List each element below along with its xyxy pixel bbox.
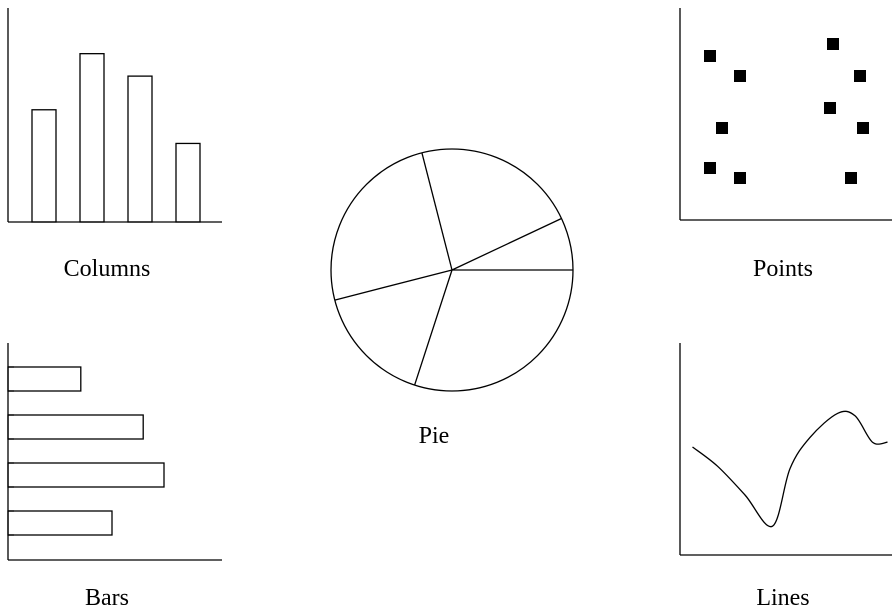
pie-slice-divider-5 xyxy=(413,269,453,386)
points-marker-10 xyxy=(845,172,857,184)
points-marker-8 xyxy=(704,162,716,174)
lines-caption: Lines xyxy=(756,585,809,611)
columns-bar-4 xyxy=(175,142,201,223)
points-marker-2 xyxy=(734,70,746,82)
points-marker-9 xyxy=(734,172,746,184)
points-marker-4 xyxy=(854,70,866,82)
points-chart: Points xyxy=(679,8,892,282)
pie-slice-divider-4 xyxy=(334,269,453,301)
pie-chart: Pie xyxy=(330,148,574,449)
pie-caption: Pie xyxy=(419,423,450,449)
points-marker-3 xyxy=(827,38,839,50)
points-marker-6 xyxy=(824,102,836,114)
pie-slice-divider-3 xyxy=(421,152,453,271)
lines-series-line xyxy=(692,410,888,528)
points-marker-1 xyxy=(704,50,716,62)
columns-chart: Columns xyxy=(7,8,222,282)
bars-bar-2 xyxy=(7,414,144,440)
bars-bar-1 xyxy=(7,366,82,392)
pie-slice-divider-2 xyxy=(451,217,562,271)
bars-chart: Bars xyxy=(7,343,222,611)
bars-bar-4 xyxy=(7,510,113,536)
columns-bar-1 xyxy=(31,109,57,223)
points-marker-5 xyxy=(716,122,728,134)
points-marker-7 xyxy=(857,122,869,134)
bars-bar-3 xyxy=(7,462,165,488)
lines-chart: Lines xyxy=(679,343,892,611)
columns-bar-2 xyxy=(79,53,105,223)
points-caption: Points xyxy=(753,256,813,282)
columns-bar-3 xyxy=(127,75,153,223)
bars-caption: Bars xyxy=(85,585,129,611)
columns-caption: Columns xyxy=(64,256,151,282)
